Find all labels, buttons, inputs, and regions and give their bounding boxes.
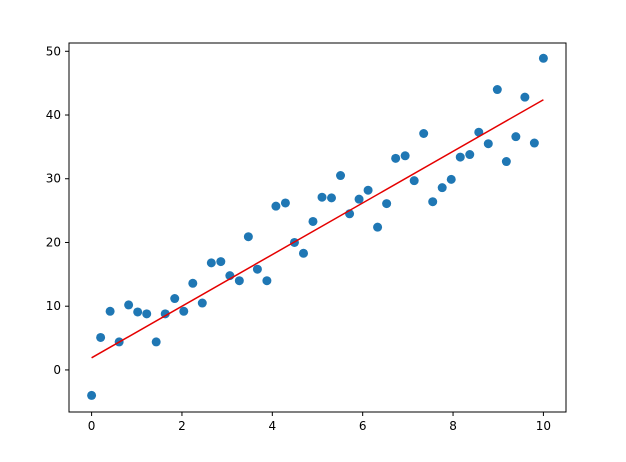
data-point bbox=[446, 174, 456, 184]
x-tick-label: 8 bbox=[449, 419, 457, 433]
data-point bbox=[96, 332, 106, 342]
data-point bbox=[188, 278, 198, 288]
data-point bbox=[520, 92, 530, 102]
data-point bbox=[354, 194, 364, 204]
y-tick-label: 10 bbox=[46, 299, 61, 313]
fit-line bbox=[91, 99, 544, 359]
data-point bbox=[492, 85, 502, 95]
data-point bbox=[308, 216, 318, 226]
data-point bbox=[151, 337, 161, 347]
y-tick-label: 0 bbox=[53, 363, 61, 377]
data-point bbox=[419, 129, 429, 138]
data-point bbox=[382, 199, 392, 209]
data-point bbox=[317, 192, 327, 202]
data-point bbox=[373, 222, 383, 232]
data-point bbox=[483, 139, 493, 149]
data-point bbox=[437, 183, 447, 193]
data-point bbox=[160, 309, 170, 319]
data-point bbox=[124, 300, 134, 310]
data-point bbox=[409, 176, 419, 186]
data-point bbox=[391, 153, 401, 163]
data-point bbox=[87, 390, 97, 400]
data-marks bbox=[87, 53, 548, 400]
data-point bbox=[243, 232, 253, 242]
y-tick-label: 50 bbox=[46, 44, 61, 58]
data-point bbox=[455, 152, 465, 162]
data-point bbox=[262, 276, 272, 286]
y-tick-label: 20 bbox=[46, 235, 61, 249]
data-point bbox=[142, 309, 152, 319]
data-point bbox=[474, 127, 484, 137]
plot-area bbox=[69, 43, 566, 412]
x-tick-label: 0 bbox=[88, 419, 96, 433]
x-tick-label: 6 bbox=[359, 419, 367, 433]
y-tick-label: 40 bbox=[46, 108, 61, 122]
data-point bbox=[280, 198, 290, 208]
data-point bbox=[234, 276, 244, 286]
plot-frame bbox=[68, 42, 567, 413]
data-point bbox=[363, 185, 373, 195]
data-point bbox=[105, 306, 115, 316]
data-point bbox=[206, 258, 216, 268]
x-tick-label: 2 bbox=[178, 419, 186, 433]
data-point bbox=[179, 306, 189, 316]
data-point bbox=[271, 201, 281, 211]
data-point bbox=[216, 257, 226, 267]
data-point bbox=[529, 138, 539, 148]
x-tick-label: 4 bbox=[268, 419, 276, 433]
axes: 0 2 4 6 8 10 0 10 20 30 40 50 bbox=[46, 44, 551, 433]
data-point bbox=[336, 171, 346, 181]
data-point bbox=[327, 193, 337, 203]
x-tick-label: 10 bbox=[536, 419, 551, 433]
y-tick-label: 30 bbox=[46, 172, 61, 186]
data-point bbox=[400, 151, 410, 161]
data-point bbox=[428, 197, 438, 207]
data-point bbox=[197, 298, 207, 308]
data-point bbox=[298, 248, 308, 258]
data-point bbox=[465, 150, 475, 160]
data-point bbox=[538, 53, 548, 63]
data-point bbox=[252, 264, 262, 274]
data-point bbox=[511, 132, 521, 142]
data-point bbox=[170, 294, 180, 304]
data-point bbox=[501, 157, 511, 167]
data-point bbox=[133, 307, 143, 317]
